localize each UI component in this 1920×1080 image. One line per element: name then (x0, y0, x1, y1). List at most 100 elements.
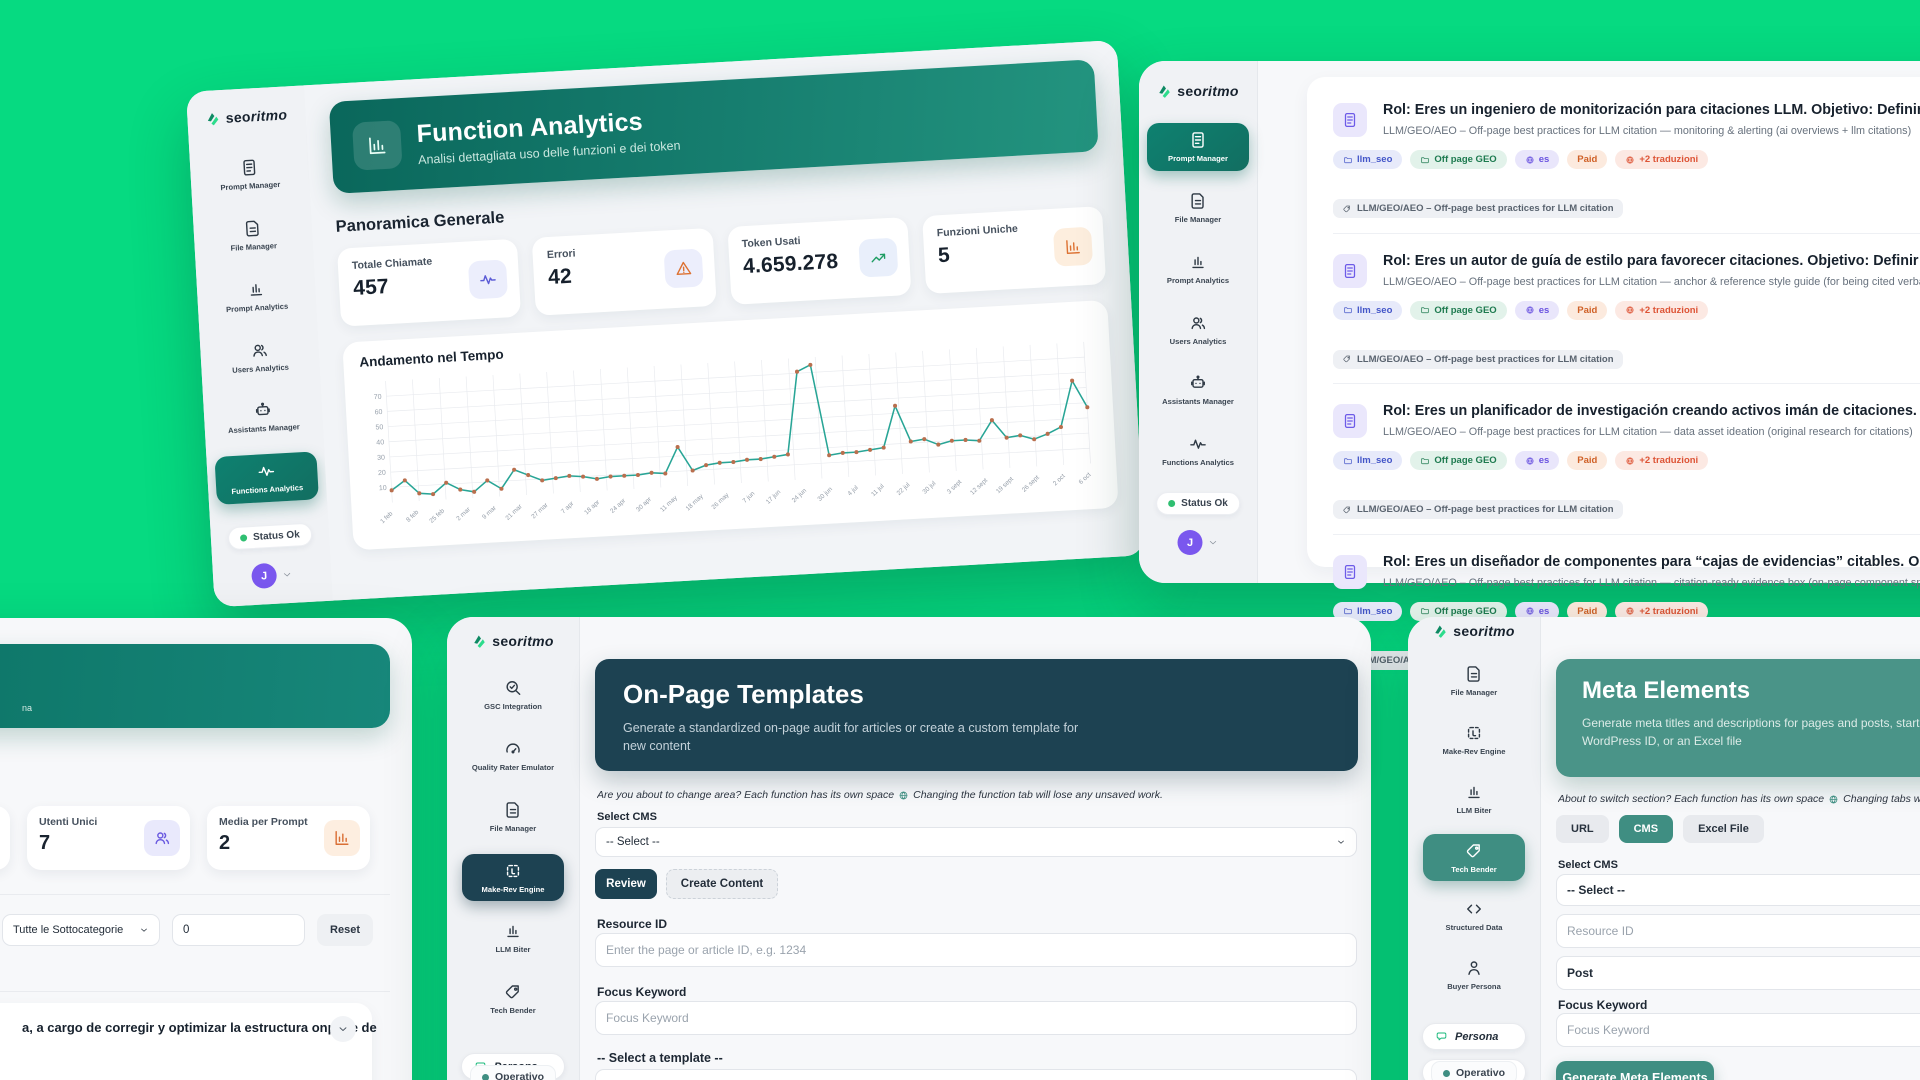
user-avatar[interactable]: J (250, 562, 293, 590)
tag-2-traduzioni[interactable]: +2 traduzioni (1615, 451, 1709, 470)
tag-llm-seo[interactable]: llm_seo (1333, 601, 1403, 621)
cms-select[interactable]: -- Select -- (1556, 874, 1920, 906)
sidebar-item-buyer-persona[interactable]: Buyer Persona (1423, 951, 1525, 999)
document-icon (1333, 404, 1367, 438)
sidebar-item-file-manager[interactable]: File Manager (462, 793, 564, 841)
tag-es[interactable]: es (1514, 601, 1560, 621)
bars-icon (246, 279, 267, 300)
bars-icon (1464, 782, 1484, 802)
sidebar-item-file-manager[interactable]: File Manager (201, 209, 306, 262)
sidebar-item-llm-biter[interactable]: LLM Biter (1423, 775, 1525, 823)
tab-excel-file[interactable]: Excel File (1683, 815, 1764, 843)
svg-text:26 sept: 26 sept (1021, 474, 1041, 494)
prompt-list-item[interactable]: Rol: Eres un planificador de investigaci… (1333, 383, 1920, 534)
svg-text:7 jun: 7 jun (742, 490, 757, 505)
sidebar-item-users-analytics[interactable]: Users Analytics (1147, 306, 1249, 354)
robot-icon (252, 400, 273, 421)
users-icon (1188, 313, 1208, 333)
review-button[interactable]: Review (595, 869, 657, 899)
divider (0, 894, 390, 895)
tag-es[interactable]: es (1514, 451, 1560, 470)
tag-llm-seo[interactable]: llm_seo (1333, 300, 1403, 320)
focus-keyword-input[interactable] (595, 1001, 1357, 1035)
template-select[interactable]: Select a template (595, 1069, 1357, 1080)
sidebar-item-assistants-manager[interactable]: Assistants Manager (1147, 366, 1249, 414)
subcategory-select[interactable]: Tutte le Sottocategorie (2, 914, 160, 946)
sidebar-item-functions-analytics[interactable]: Functions Analytics (214, 451, 319, 506)
sidebar-item-file-manager[interactable]: File Manager (1423, 657, 1525, 705)
sidebar-item-gsc-integration[interactable]: GSC Integration (462, 671, 564, 719)
pulse-icon (256, 461, 277, 482)
generate-meta-elements-button[interactable]: Generate Meta Elements (1556, 1061, 1714, 1080)
tag-2-traduzioni[interactable]: +2 traduzioni (1615, 150, 1709, 169)
sidebar-item-structured-data[interactable]: Structured Data (1423, 892, 1525, 940)
sidebar-item-tech-bender[interactable]: Tech Bender (1423, 833, 1525, 882)
sidebar-item-make-rev-engine[interactable]: Make-Rev Engine (1423, 716, 1525, 764)
tag-paid[interactable]: Paid (1567, 300, 1608, 320)
tag-es[interactable]: es (1514, 300, 1560, 320)
page-subtitle: Generate a standardized on-page audit fo… (623, 721, 1079, 754)
tag-paid[interactable]: Paid (1567, 601, 1608, 621)
tag-off-page-geo[interactable]: Off page GEO (1410, 451, 1507, 470)
pulse-icon (1188, 434, 1208, 454)
sidebar-item-assistants-manager[interactable]: Assistants Manager (211, 391, 316, 444)
tag-llm-seo[interactable]: llm_seo (1333, 150, 1403, 169)
sidebar-item-prompt-manager[interactable]: Prompt Manager (197, 148, 302, 201)
tag-paid[interactable]: Paid (1567, 150, 1608, 169)
document-icon (1333, 554, 1367, 589)
prompt-subtitle: LLM/GEO/AEO – Off-page best practices fo… (1383, 275, 1920, 288)
tag-llm-seo[interactable]: llm_seo (1333, 451, 1403, 470)
onpage-sidebar: seoritmo GSC Integration Quality Rater Em… (447, 617, 580, 1080)
tag-2-traduzioni[interactable]: +2 traduzioni (1615, 300, 1709, 320)
filter-number-input[interactable] (172, 914, 305, 946)
svg-text:4 jul: 4 jul (846, 484, 859, 497)
sidebar-item-users-analytics[interactable]: Users Analytics (208, 330, 313, 383)
focus-keyword-input[interactable] (1556, 1013, 1920, 1047)
sidebar-item-llm-biter[interactable]: LLM Biter (462, 914, 564, 962)
sidebar-item-functions-analytics[interactable]: Functions Analytics (1147, 427, 1249, 475)
sidebar-item-prompt-analytics[interactable]: Prompt Analytics (1147, 245, 1249, 293)
onpage-templates-window: seoritmo GSC Integration Quality Rater Em… (447, 617, 1371, 1080)
sidebar-item-make-rev-engine[interactable]: Make-Rev Engine (462, 853, 564, 902)
tab-cms[interactable]: CMS (1618, 815, 1674, 843)
cms-select[interactable]: -- Select -- (595, 827, 1357, 857)
svg-text:6 oct: 6 oct (1078, 471, 1093, 486)
svg-text:10: 10 (379, 485, 387, 492)
svg-text:1 feb: 1 feb (379, 510, 394, 525)
svg-text:18 may: 18 may (685, 493, 706, 513)
tag-2-traduzioni[interactable]: +2 traduzioni (1615, 601, 1709, 621)
persona-pill[interactable]: Persona (1422, 1023, 1526, 1051)
sidebar-item-prompt-analytics[interactable]: Prompt Analytics (204, 269, 309, 322)
status-dot-icon (1168, 500, 1176, 507)
status-badge: Operativo (469, 1065, 557, 1080)
dashed-icon (1464, 723, 1484, 743)
svg-text:30 apr: 30 apr (635, 495, 654, 513)
tag-off-page-geo[interactable]: Off page GEO (1410, 601, 1507, 621)
status-badge: Status Ok (1156, 492, 1240, 515)
status-dot-icon (239, 534, 248, 542)
tab-url[interactable]: URL (1556, 815, 1609, 843)
prompt-subtitle: LLM/GEO/AEO – Off-page best practices fo… (1383, 576, 1920, 589)
svg-text:18 apr: 18 apr (583, 498, 602, 516)
stat-card-totale-chiamate: Totale Chiamate 457 (336, 238, 522, 327)
expand-button[interactable] (330, 1016, 356, 1042)
create-content-button[interactable]: Create Content (666, 869, 778, 899)
prompt-list-item[interactable]: Rol: Eres un autor de guía de estilo par… (1333, 232, 1920, 384)
sidebar-item-file-manager[interactable]: File Manager (1147, 184, 1249, 232)
user-avatar[interactable]: J (1177, 530, 1219, 555)
searchcheck-icon (503, 678, 523, 698)
doc-icon (239, 157, 260, 178)
tag-paid[interactable]: Paid (1567, 451, 1608, 470)
tag-off-page-geo[interactable]: Off page GEO (1410, 150, 1507, 169)
reset-button[interactable]: Reset (317, 914, 373, 946)
tag-off-page-geo[interactable]: Off page GEO (1410, 300, 1507, 320)
tag-es[interactable]: es (1514, 150, 1560, 169)
sidebar-item-prompt-manager[interactable]: Prompt Manager (1147, 123, 1249, 171)
sidebar-item-quality-rater-emulator[interactable]: Quality Rater Emulator (462, 732, 564, 780)
resource-id-input[interactable] (595, 933, 1357, 967)
file-icon (503, 800, 523, 820)
sidebar-item-tech-bender[interactable]: Tech Bender (462, 975, 564, 1023)
prompt-list-item[interactable]: Rol: Eres un ingeniero de monitorización… (1333, 83, 1920, 233)
resource-id-input[interactable] (1556, 914, 1920, 948)
post-type-select[interactable]: Post (1556, 956, 1920, 990)
